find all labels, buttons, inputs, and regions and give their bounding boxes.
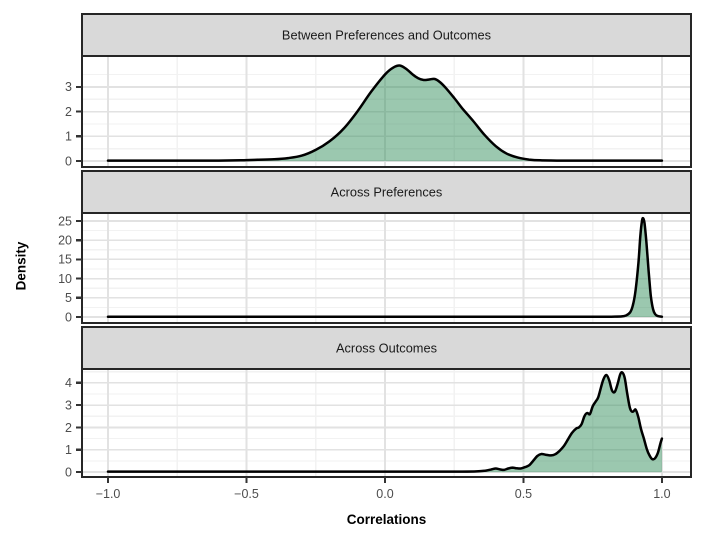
x-tick-label: 0.5: [515, 487, 532, 501]
facet-strip-label: Across Preferences: [331, 185, 443, 200]
facet-panel-1: Across Preferences 0 5 10 15 20 25: [58, 169, 693, 324]
facet-strip-label: Between Preferences and Outcomes: [282, 28, 491, 43]
facet-panel-2: Across Outcomes 0 1 2 3 4 −1.0 −0.5 0.0 0.5 1.0: [65, 325, 693, 501]
y-tick-label: 0: [65, 310, 72, 324]
density-area: [108, 372, 662, 473]
panel-grid: [82, 369, 691, 477]
y-tick-label: 1: [65, 443, 72, 457]
y-tick-label: 2: [65, 105, 72, 119]
facet-strip: [80, 325, 693, 371]
facet-strip-label: Across Outcomes: [336, 341, 437, 356]
x-tick-label: 0.0: [376, 487, 393, 501]
y-tick-label: 10: [58, 272, 72, 286]
panel-grid: [82, 56, 691, 167]
facet-panel-0: Between Preferences and Outcomes 0 1 2 3: [65, 12, 693, 168]
y-tick-label: 0: [65, 465, 72, 479]
facet-strip: [80, 12, 693, 58]
y-tick-label: 1: [65, 130, 72, 144]
x-axis-title: Correlations: [346, 512, 427, 527]
panel-background: [82, 369, 691, 477]
y-tick-label: 15: [58, 253, 72, 267]
density-line: [106, 216, 664, 319]
y-tick-label: 25: [58, 214, 72, 228]
y-tick-label: 5: [65, 291, 72, 305]
density-area: [108, 65, 662, 162]
y-axis-title: Density: [13, 241, 29, 291]
facet-strip: [80, 169, 693, 215]
y-tick-label: 4: [65, 376, 72, 390]
panel-background: [82, 213, 691, 323]
density-line: [106, 64, 664, 162]
y-tick-label: 20: [58, 233, 72, 247]
y-tick-label: 2: [65, 421, 72, 435]
x-tick-label: −0.5: [234, 487, 259, 501]
y-tick-label: 3: [65, 80, 72, 94]
density-line: [106, 371, 664, 473]
y-tick-label: 3: [65, 398, 72, 412]
x-tick-label: 1.0: [653, 487, 670, 501]
y-tick-label: 0: [65, 154, 72, 168]
x-tick-label: −1.0: [96, 487, 121, 501]
